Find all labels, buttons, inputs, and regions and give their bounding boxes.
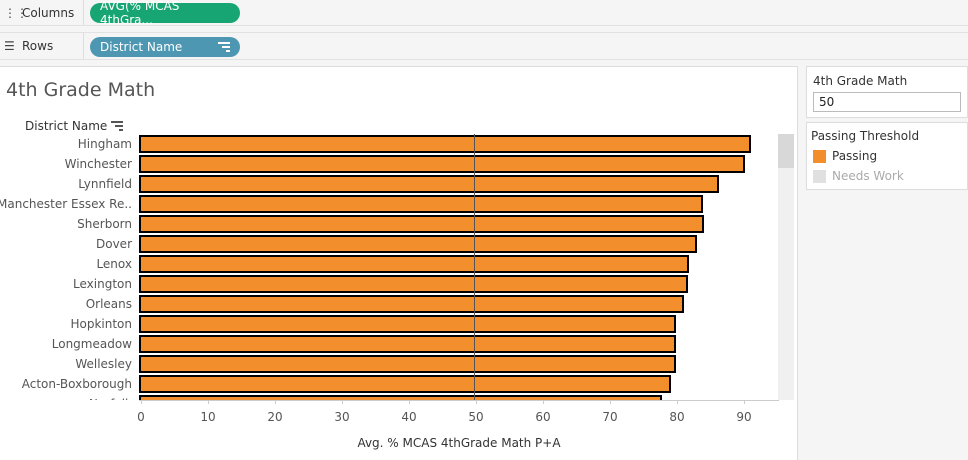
sort-icon[interactable]	[111, 121, 124, 131]
x-tick-mark	[677, 400, 678, 404]
columns-shelf-label: ⋮⋮ Columns	[4, 5, 75, 20]
bar-plot-area	[139, 134, 779, 400]
x-axis-title: Avg. % MCAS 4thGrade Math P+A	[357, 436, 561, 450]
legend-title: Passing Threshold	[811, 129, 920, 143]
bar[interactable]	[139, 135, 751, 153]
x-tick-label: 50	[468, 410, 484, 424]
rows-shelf: ☰ Rows District Name	[0, 32, 968, 60]
x-tick-label: 60	[535, 410, 551, 424]
x-tick-label: 10	[200, 410, 216, 424]
bar[interactable]	[139, 275, 688, 293]
bar[interactable]	[139, 235, 698, 253]
columns-icon: ⋮⋮	[4, 5, 28, 20]
bar[interactable]	[139, 395, 662, 400]
columns-measure-pill[interactable]: AVG(% MCAS 4thGra...	[90, 0, 240, 27]
row-label[interactable]: Sherborn	[77, 217, 132, 231]
bar[interactable]	[139, 255, 690, 273]
rows-dimension-pill[interactable]: District Name	[90, 37, 240, 57]
rows-icon: ☰	[4, 39, 15, 53]
bar[interactable]	[139, 215, 704, 233]
bar[interactable]	[139, 295, 684, 313]
bar[interactable]	[139, 375, 671, 393]
legend-swatch-needs-work	[813, 169, 826, 183]
x-axis	[139, 400, 779, 401]
row-label[interactable]: Lenox	[96, 257, 132, 271]
x-tick-label: 70	[602, 410, 618, 424]
rows-shelf-label: ☰ Rows	[4, 39, 54, 53]
bar[interactable]	[139, 195, 704, 213]
x-tick-mark	[141, 400, 142, 404]
vertical-scrollbar[interactable]	[778, 134, 794, 400]
parameter-label: 4th Grade Math	[813, 74, 908, 88]
row-label[interactable]: Dover	[96, 237, 132, 251]
row-label[interactable]: Lexington	[73, 277, 132, 291]
row-label[interactable]: Norfolk	[89, 395, 132, 400]
x-tick-mark	[409, 400, 410, 404]
row-label[interactable]: Winchester	[64, 157, 132, 171]
scrollbar-thumb[interactable]	[778, 134, 794, 168]
row-header[interactable]: District Name	[25, 119, 124, 133]
row-label[interactable]: Hingham	[77, 137, 132, 151]
bar[interactable]	[139, 315, 677, 333]
color-legend: Passing Threshold Passing Needs Work	[806, 122, 968, 190]
row-label[interactable]: Wellesley	[75, 357, 132, 371]
parameter-card: 4th Grade Math 50	[806, 66, 968, 118]
row-label[interactable]: Acton-Boxborough	[21, 377, 132, 391]
x-tick-label: 40	[401, 410, 417, 424]
x-tick-mark	[342, 400, 343, 404]
bar[interactable]	[139, 175, 720, 193]
x-tick-mark	[275, 400, 276, 404]
x-tick-mark	[610, 400, 611, 404]
sheet-title: 4th Grade Math	[6, 79, 156, 101]
bar[interactable]	[139, 335, 677, 353]
columns-shelf: ⋮⋮ Columns AVG(% MCAS 4thGra...	[0, 0, 968, 27]
x-tick-label: 30	[334, 410, 350, 424]
row-labels: Hingham Winchester Lynnfield Manchester Ess…	[0, 134, 136, 400]
x-tick-mark	[744, 400, 745, 404]
x-tick-label: 90	[736, 410, 752, 424]
x-tick-label: 20	[267, 410, 283, 424]
parameter-input[interactable]: 50	[813, 92, 961, 112]
legend-swatch-passing	[813, 149, 826, 163]
bar[interactable]	[139, 355, 676, 373]
bar[interactable]	[139, 155, 745, 173]
x-tick-mark	[543, 400, 544, 404]
row-label[interactable]: Hopkinton	[70, 317, 132, 331]
row-label[interactable]: Longmeadow	[51, 337, 132, 351]
row-label[interactable]: Orleans	[85, 297, 132, 311]
x-tick-mark	[476, 400, 477, 404]
x-tick-label: 0	[137, 410, 145, 424]
legend-item-needs-work[interactable]: Needs Work	[813, 169, 904, 183]
legend-item-passing[interactable]: Passing	[813, 149, 877, 163]
row-label[interactable]: Lynnfield	[78, 177, 132, 191]
x-tick-mark	[208, 400, 209, 404]
reference-line[interactable]	[474, 134, 475, 400]
x-tick-label: 80	[669, 410, 685, 424]
sort-descending-icon[interactable]	[218, 42, 230, 52]
row-label[interactable]: Manchester Essex Re..	[0, 197, 132, 211]
